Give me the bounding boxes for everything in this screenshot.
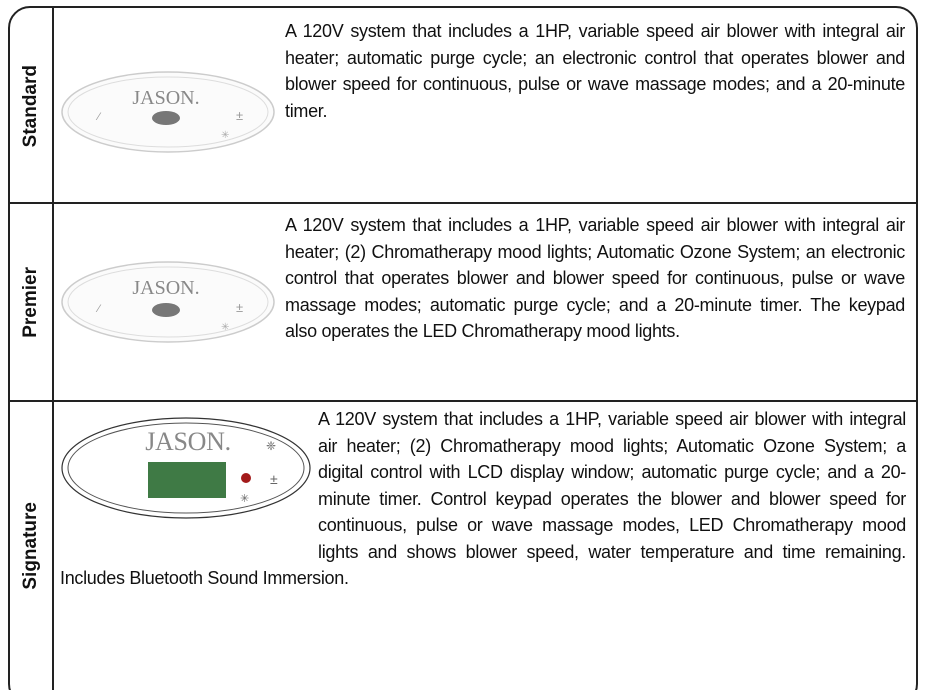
column-divider: [52, 8, 54, 690]
keypad-brand: JASON.: [132, 277, 199, 299]
row-label-text: Standard: [20, 64, 41, 148]
svg-text:±: ±: [236, 300, 243, 315]
description: A 120V system that includes a 1HP, varia…: [285, 21, 905, 121]
keypad: JASON. ⁄ ± ✳: [61, 261, 275, 343]
svg-text:✳: ✳: [240, 493, 249, 505]
svg-text:⁄: ⁄: [95, 111, 102, 123]
keypad: JASON. ⁄ ± ✳: [61, 71, 275, 153]
description: A 120V system that includes a 1HP, varia…: [60, 409, 906, 588]
description: A 120V system that includes a 1HP, varia…: [285, 215, 905, 341]
frame: [8, 6, 918, 690]
svg-text:✳: ✳: [221, 322, 229, 333]
row-label: Signature: [10, 402, 52, 690]
keypad: JASON. ± ❈ ✳: [61, 417, 311, 519]
keypad-brand: JASON.: [145, 427, 231, 456]
row-label-text: Signature: [20, 502, 41, 590]
row-label: Standard: [10, 10, 52, 202]
svg-text:±: ±: [236, 108, 243, 123]
svg-text:✳: ✳: [221, 130, 229, 141]
keypad-brand: JASON.: [132, 87, 199, 109]
row-label-text: Premier: [20, 266, 41, 338]
svg-text:⁄: ⁄: [95, 303, 102, 315]
svg-text:±: ±: [270, 471, 278, 487]
svg-text:❈: ❈: [266, 439, 276, 453]
row-divider: [10, 400, 916, 402]
row-label: Premier: [10, 204, 52, 400]
row-divider: [10, 202, 916, 204]
description-block: JASON. ± ❈ ✳ A 120V system that includes…: [60, 406, 906, 592]
